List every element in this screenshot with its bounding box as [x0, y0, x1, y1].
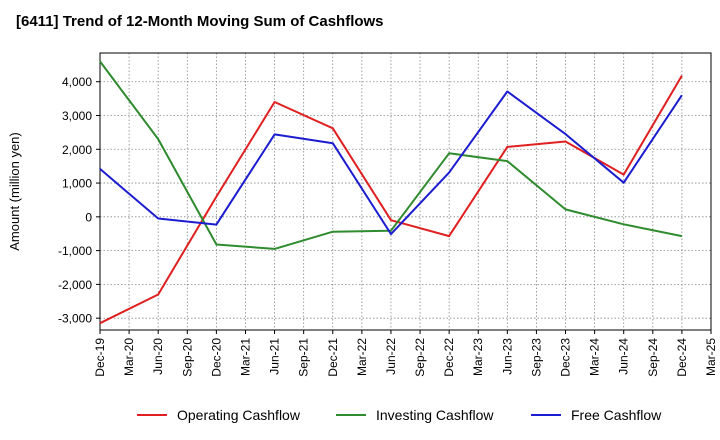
legend-label-investing: Investing Cashflow — [376, 407, 494, 423]
x-tick-label: Jun-22 — [384, 338, 398, 375]
x-tick-label: Mar-22 — [355, 338, 369, 376]
x-tick-label: Jun-24 — [617, 338, 631, 375]
legend-item-operating: Operating Cashflow — [137, 405, 300, 425]
chart-title: [6411] Trend of 12-Month Moving Sum of C… — [16, 13, 384, 30]
y-tick-label: -1,000 — [58, 244, 92, 258]
series-line-free-cashflow — [99, 90, 683, 236]
x-tick-label: Mar-21 — [238, 338, 252, 376]
legend-swatch-free — [531, 414, 561, 416]
x-tick-label: Mar-25 — [704, 338, 718, 376]
y-tick-label: 2,000 — [62, 143, 92, 157]
chart-legend: Operating Cashflow Investing Cashflow Fr… — [0, 405, 720, 425]
x-tick-label: Jun-21 — [268, 338, 282, 375]
series-line-investing-cashflow — [99, 60, 683, 250]
x-tick-label: Dec-21 — [326, 338, 340, 377]
y-tick-label: -2,000 — [58, 278, 92, 292]
x-tick-label: Mar-24 — [588, 338, 602, 376]
x-tick-label: Dec-22 — [442, 338, 456, 377]
legend-swatch-operating — [137, 414, 167, 416]
x-tick-label: Jun-20 — [151, 338, 165, 375]
x-tick-label: Dec-24 — [675, 338, 689, 377]
x-tick-label: Mar-23 — [471, 338, 485, 376]
legend-label-free: Free Cashflow — [571, 407, 662, 423]
x-tick-label: Mar-20 — [122, 338, 136, 376]
y-axis-label: Amount (million yen) — [7, 132, 22, 251]
x-tick-label: Sep-21 — [297, 338, 311, 377]
plot-frame — [99, 52, 712, 331]
plot-area — [100, 53, 711, 330]
legend-swatch-investing — [336, 414, 366, 416]
y-tick-label: 3,000 — [62, 109, 92, 123]
x-tick-label: Jun-23 — [500, 338, 514, 375]
y-tick-label: 1,000 — [62, 177, 92, 191]
series-line-operating-cashflow — [99, 75, 683, 325]
legend-item-free: Free Cashflow — [531, 405, 661, 425]
legend-label-operating: Operating Cashflow — [177, 407, 300, 423]
x-tick-label: Dec-20 — [209, 338, 223, 377]
y-tick-label: -3,000 — [58, 312, 92, 326]
x-tick-label: Sep-23 — [529, 338, 543, 377]
x-tick-label: Sep-24 — [646, 338, 660, 377]
x-tick-label: Dec-19 — [93, 338, 107, 377]
y-tick-label: 0 — [85, 210, 92, 224]
x-tick-label: Dec-23 — [559, 338, 573, 377]
legend-item-investing: Investing Cashflow — [336, 405, 494, 425]
x-tick-label: Sep-22 — [413, 338, 427, 377]
x-tick-label: Sep-20 — [180, 338, 194, 377]
y-tick-label: 4,000 — [62, 75, 92, 89]
